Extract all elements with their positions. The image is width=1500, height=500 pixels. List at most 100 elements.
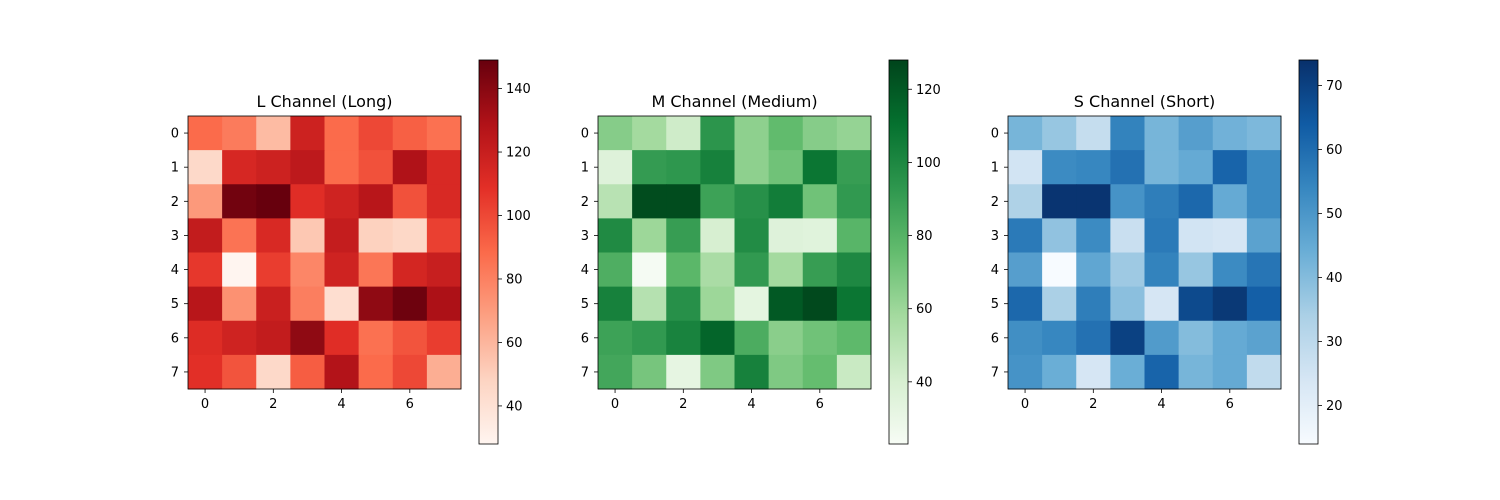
colorbar-tick-label: 50	[1326, 207, 1343, 222]
heatmap-cell	[734, 286, 770, 322]
heatmap-cell	[426, 252, 462, 288]
y-tick-label: 4	[171, 263, 179, 278]
heatmap-cell	[1212, 150, 1248, 185]
y-tick-label: 1	[581, 161, 589, 176]
heatmap-cell	[632, 116, 667, 151]
heatmap-cell	[1246, 150, 1282, 185]
heatmap-cell	[632, 184, 667, 219]
heatmap-cell	[1144, 354, 1180, 390]
heatmap-cell	[1076, 184, 1111, 219]
heatmap-cell	[666, 184, 701, 219]
heatmap-cell	[802, 354, 838, 390]
heatmap-cell	[256, 286, 291, 322]
colorbar-tick-label: 60	[1326, 143, 1343, 158]
heatmap-cell	[1076, 286, 1111, 322]
x-tick-label: 2	[1089, 397, 1097, 412]
heatmap-cell	[802, 252, 838, 288]
heatmap-cell	[666, 286, 701, 322]
colorbar-tick-label: 100	[506, 209, 531, 224]
colorbar-tick-label: 80	[916, 229, 933, 244]
heatmap-cell	[1008, 184, 1043, 219]
heatmap-panel-1: L Channel (Long)0 2 4 601234567406080100120…	[171, 59, 531, 445]
heatmap-cell	[836, 354, 872, 390]
heatmap-cell	[768, 116, 804, 151]
heatmap-cell	[1144, 184, 1180, 219]
heatmap-cell	[1144, 218, 1180, 253]
heatmap-cell	[700, 252, 735, 288]
heatmap-cell	[1076, 320, 1111, 356]
heatmap-cell	[222, 150, 257, 185]
heatmap-cell	[666, 320, 701, 356]
heatmap-cell	[290, 320, 325, 356]
heatmap-cell	[1110, 218, 1145, 253]
heatmap-cell	[358, 354, 394, 390]
colorbar	[888, 59, 909, 445]
heatmap-cell	[1042, 354, 1077, 390]
colorbar	[1298, 59, 1319, 445]
axes-frame	[187, 115, 462, 390]
heatmap-cell	[802, 320, 838, 356]
heatmap-cell	[598, 286, 633, 322]
y-tick-label: 7	[581, 365, 589, 380]
heatmap-cell	[222, 354, 257, 390]
y-tick-label: 5	[991, 297, 999, 312]
heatmap-cell	[598, 354, 633, 390]
y-tick-label: 3	[171, 229, 179, 244]
heatmap-cell	[358, 116, 394, 151]
heatmap-cell	[290, 150, 325, 185]
heatmap-cell	[768, 184, 804, 219]
heatmap-cell	[426, 150, 462, 185]
heatmap-cell	[1076, 150, 1111, 185]
x-tick-label: 0	[1021, 397, 1029, 412]
chart-title: S Channel (Short)	[1074, 92, 1215, 111]
heatmap-cell	[188, 354, 223, 390]
heatmap-cell	[768, 286, 804, 322]
heatmap-cell	[598, 150, 633, 185]
heatmap-cell	[1110, 116, 1145, 151]
heatmap-cell	[836, 252, 872, 288]
heatmap-cell	[324, 286, 360, 322]
x-tick-label: 6	[1226, 397, 1234, 412]
x-tick-label: 4	[1157, 397, 1165, 412]
colorbar-tick-label: 60	[916, 302, 933, 317]
heatmap-cell	[1008, 252, 1043, 288]
colorbar-tick-label: 30	[1326, 335, 1343, 350]
heatmap-cell	[256, 184, 291, 219]
y-tick-label: 2	[171, 195, 179, 210]
heatmap-cell	[1178, 286, 1214, 322]
heatmap-cell	[358, 150, 394, 185]
heatmap-cell	[1144, 150, 1180, 185]
heatmap-cell	[290, 252, 325, 288]
heatmap-cell	[768, 320, 804, 356]
heatmap-cell	[802, 184, 838, 219]
heatmap-cell	[222, 320, 257, 356]
heatmap-cell	[256, 252, 291, 288]
heatmap-cell	[1110, 150, 1145, 185]
heatmap-cell	[290, 286, 325, 322]
heatmap-cell	[290, 116, 325, 151]
heatmap-cell	[700, 150, 735, 185]
heatmap-cell	[392, 354, 428, 390]
heatmap-cell	[426, 184, 462, 219]
colorbar-tick-label: 140	[506, 82, 531, 97]
heatmap-cell	[836, 218, 872, 253]
heatmap-cell	[1246, 116, 1282, 151]
heatmap-cell	[188, 218, 223, 253]
heatmap-cell	[734, 116, 770, 151]
heatmap-cell	[1042, 252, 1077, 288]
heatmap-cell	[392, 252, 428, 288]
y-tick-label: 3	[581, 229, 589, 244]
heatmap-cell	[598, 252, 633, 288]
heatmap-cell	[426, 286, 462, 322]
colorbar-tick-label: 40	[1326, 271, 1343, 286]
heatmap-cell	[1212, 116, 1248, 151]
heatmap-cell	[256, 116, 291, 151]
heatmap-cell	[598, 184, 633, 219]
heatmap-cell	[768, 218, 804, 253]
heatmap-cell	[1246, 286, 1282, 322]
heatmap-cell	[392, 286, 428, 322]
heatmap-cell	[734, 354, 770, 390]
heatmap-cell	[290, 184, 325, 219]
x-tick-label: 0	[201, 397, 209, 412]
heatmap-cell	[598, 320, 633, 356]
